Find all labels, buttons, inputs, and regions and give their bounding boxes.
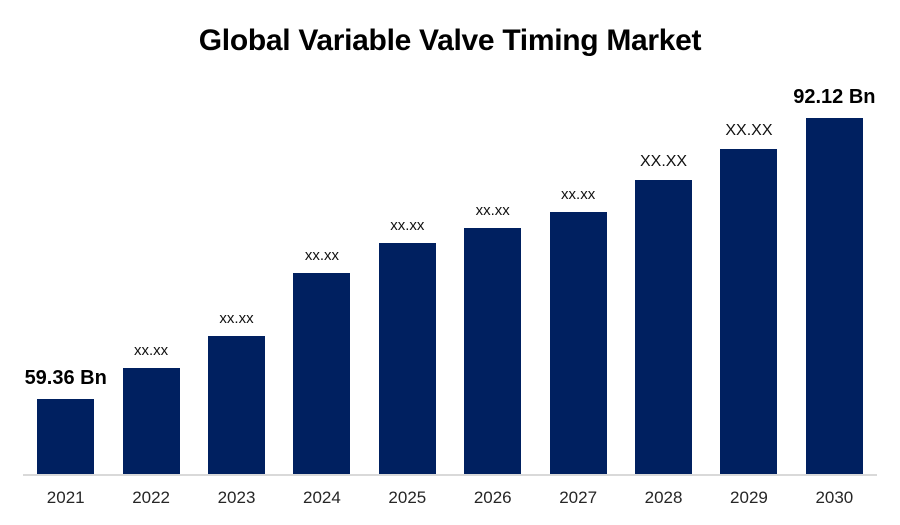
bar-value-label-2024: xx.xx (304, 247, 339, 264)
bar-2022 (122, 368, 180, 474)
bar-slot-2022: xx.xx (108, 342, 193, 474)
bar-value-label-2028: XX.XX (639, 153, 688, 170)
bar-value-label-2029: XX.XX (725, 122, 773, 139)
bar-2023 (208, 336, 266, 474)
category-label-2024: 2024 (303, 488, 341, 507)
category-label-2030: 2030 (815, 488, 854, 507)
bar-value-label-2025: xx.xx (390, 217, 425, 234)
chart-title: Global Variable Valve Timing Market (198, 24, 702, 57)
bar-slot-2027: xx.xx (535, 186, 620, 474)
plot-area: 59.36 Bn xx.xx xx.xx xx.xx xx.xx xx.xx xx.xx XX… (23, 78, 877, 476)
x-axis: 2021 2022 2023 2024 2025 2026 2027 2028 2029 2030 (23, 488, 877, 508)
bar-slot-2029: XX.XX (706, 122, 791, 474)
category-label-2022: 2022 (132, 488, 171, 507)
bar-slot-2024: xx.xx (279, 247, 364, 474)
bar-slot-2028: XX.XX (621, 153, 706, 474)
bar-slot-2023: xx.xx (194, 310, 279, 474)
bar-slot-2026: xx.xx (450, 202, 535, 474)
bar-value-label-2021: 59.36 Bn (24, 367, 107, 389)
category-label-2028: 2028 (644, 488, 683, 507)
bar-2030 (805, 118, 863, 474)
bar-slot-2030: 92.12 Bn (792, 86, 877, 474)
bar-value-label-2023: xx.xx (219, 310, 254, 327)
category-label-2021: 2021 (46, 488, 85, 507)
bar-value-label-2026: xx.xx (475, 202, 510, 219)
category-label-2023: 2023 (217, 488, 256, 507)
category-label-2026: 2026 (473, 488, 512, 507)
bar-2024 (293, 273, 351, 474)
bar-2029 (720, 149, 778, 474)
category-label-2025: 2025 (388, 488, 427, 507)
bar-value-label-2022: xx.xx (134, 342, 169, 359)
bar-slot-2025: xx.xx (365, 217, 450, 474)
bar-value-label-2027: xx.xx (561, 186, 596, 203)
category-label-2029: 2029 (730, 488, 768, 507)
bar-2025 (378, 243, 436, 474)
category-label-2027: 2027 (559, 488, 598, 507)
bar-value-label-2030: 92.12 Bn (793, 86, 876, 108)
bar-2028 (635, 180, 693, 474)
bar-2021 (37, 399, 95, 474)
bar-2027 (549, 212, 607, 474)
bar-2026 (464, 228, 522, 474)
bar-slot-2021: 59.36 Bn (23, 367, 108, 474)
